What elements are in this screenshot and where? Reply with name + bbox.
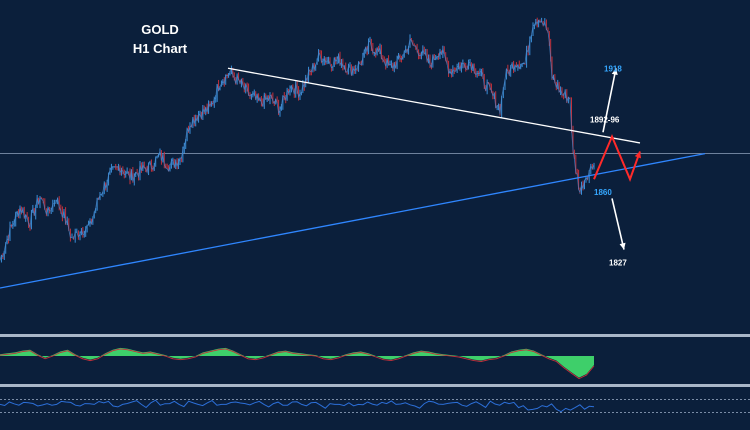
price-level-label: 1918 bbox=[604, 64, 622, 73]
chart-title: GOLD bbox=[141, 22, 179, 37]
chart-subtitle: H1 Chart bbox=[133, 41, 188, 56]
price-series-line bbox=[0, 19, 595, 261]
pane-divider bbox=[0, 334, 750, 337]
projection-path bbox=[593, 133, 641, 182]
resistance-trendline bbox=[227, 67, 641, 144]
oscillator2-line bbox=[0, 399, 595, 413]
forecast-arrow-down bbox=[611, 198, 625, 250]
forecast-arrowhead bbox=[619, 242, 626, 250]
oscillator2-pane bbox=[0, 399, 750, 413]
support-trendline bbox=[0, 152, 706, 289]
price-level-label: 1827 bbox=[609, 258, 627, 267]
pane-divider bbox=[0, 384, 750, 387]
price-level-label: 1860 bbox=[594, 188, 612, 197]
forecast-arrowhead bbox=[611, 68, 618, 76]
price-level-label: 1892-96 bbox=[590, 115, 620, 124]
main-chart: 1918 1892-96 1860 1827 bbox=[0, 17, 750, 289]
oscillator-signal-line bbox=[0, 348, 595, 380]
forecast-arrow-up bbox=[602, 68, 617, 133]
oscillator-pane bbox=[0, 347, 595, 380]
projection-arrowhead bbox=[634, 151, 642, 159]
